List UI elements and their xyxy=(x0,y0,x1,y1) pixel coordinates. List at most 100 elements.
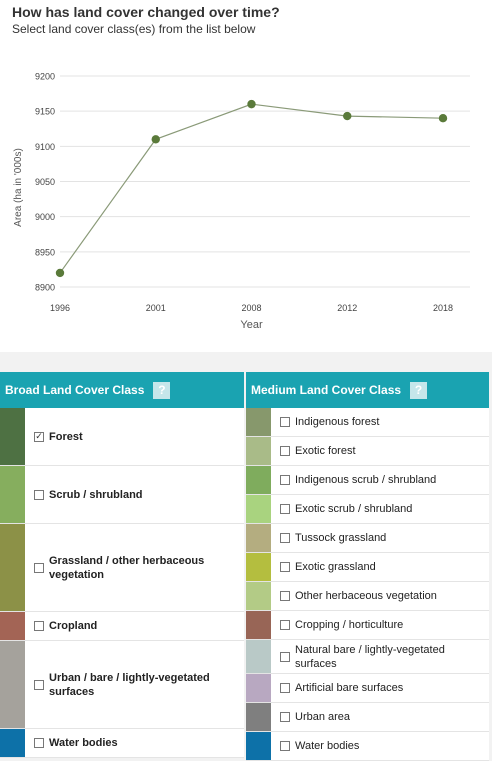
broad-class-header: Broad Land Cover Class ? xyxy=(0,372,244,408)
broad-cell: Urban / bare / lightly-vegetated surface… xyxy=(25,641,244,728)
medium-label: Exotic grassland xyxy=(295,561,376,573)
broad-color-swatch xyxy=(0,408,25,465)
medium-checkbox[interactable] xyxy=(280,475,290,485)
broad-row-cropland[interactable]: Cropland xyxy=(0,612,244,641)
broad-label: Scrub / shrubland xyxy=(49,488,143,501)
medium-row-artificial-bare-surfaces[interactable]: Artificial bare surfaces xyxy=(246,674,489,703)
y-tick-label: 9100 xyxy=(35,142,55,152)
broad-row-urban-bare-lightly-vegetated-surfaces[interactable]: Urban / bare / lightly-vegetated surface… xyxy=(0,641,244,729)
broad-row-grassland-other-herbaceous-vegetation[interactable]: Grassland / other herbaceous vegetation xyxy=(0,524,244,612)
medium-row-exotic-forest[interactable]: Exotic forest xyxy=(246,437,489,466)
broad-checkbox[interactable] xyxy=(34,738,44,748)
medium-checkbox[interactable] xyxy=(280,533,290,543)
broad-label: Cropland xyxy=(49,620,98,632)
medium-class-header-label: Medium Land Cover Class xyxy=(251,383,402,397)
broad-row-forest[interactable]: ✓ Forest xyxy=(0,408,244,466)
medium-checkbox[interactable] xyxy=(280,651,290,662)
medium-checkbox[interactable] xyxy=(280,683,290,693)
broad-checkbox[interactable] xyxy=(34,679,44,690)
data-point-2018 xyxy=(438,114,448,123)
broad-class-header-label: Broad Land Cover Class xyxy=(5,383,145,397)
medium-color-swatch xyxy=(246,582,271,610)
medium-row-indigenous-scrub-shrubland[interactable]: Indigenous scrub / shrubland xyxy=(246,466,489,495)
medium-checkbox[interactable] xyxy=(280,741,290,751)
medium-cell: Indigenous scrub / shrubland xyxy=(271,466,489,494)
broad-color-swatch xyxy=(0,729,25,757)
broad-row-scrub-shrubland[interactable]: Scrub / shrubland xyxy=(0,466,244,524)
medium-color-swatch xyxy=(246,408,271,436)
medium-color-swatch xyxy=(246,640,271,673)
y-axis-label: Area (ha in '000s) xyxy=(13,148,24,227)
broad-label: Urban / bare / lightly-vegetated surface… xyxy=(49,671,210,698)
medium-color-swatch xyxy=(246,674,271,702)
medium-cell: Exotic grassland xyxy=(271,553,489,581)
medium-label: Other herbaceous vegetation xyxy=(295,590,437,602)
broad-color-swatch xyxy=(0,524,25,611)
medium-row-indigenous-forest[interactable]: Indigenous forest xyxy=(246,408,489,437)
data-point-2001 xyxy=(151,135,160,144)
broad-row-water-bodies[interactable]: Water bodies xyxy=(0,729,244,758)
medium-class-column: Medium Land Cover Class ? Indigenous for… xyxy=(246,372,489,761)
medium-row-water-bodies[interactable]: Water bodies xyxy=(246,732,489,761)
y-tick-label: 9050 xyxy=(35,177,55,187)
broad-label: Forest xyxy=(49,430,83,443)
medium-cell: Urban area xyxy=(271,703,489,731)
medium-checkbox[interactable] xyxy=(280,562,290,572)
y-tick-label: 9150 xyxy=(35,107,55,117)
broad-color-swatch xyxy=(0,466,25,523)
broad-checkbox[interactable] xyxy=(34,562,44,573)
x-axis-label: Year xyxy=(240,319,263,331)
medium-cell: Indigenous forest xyxy=(271,408,489,436)
medium-checkbox[interactable] xyxy=(280,591,290,601)
y-tick-label: 9000 xyxy=(35,212,55,222)
medium-label: Exotic forest xyxy=(295,445,356,457)
medium-checkbox[interactable] xyxy=(280,712,290,722)
medium-color-swatch xyxy=(246,466,271,494)
medium-label: Natural bare / lightly-vegetated surface… xyxy=(295,643,445,670)
y-tick-label: 8950 xyxy=(35,247,55,257)
land-cover-class-selector: Broad Land Cover Class ? ✓ Forest Scrub / … xyxy=(0,372,492,761)
medium-row-cropping-horticulture[interactable]: Cropping / horticulture xyxy=(246,611,489,640)
medium-cell: Cropping / horticulture xyxy=(271,611,489,639)
medium-row-urban-area[interactable]: Urban area xyxy=(246,703,489,732)
medium-color-swatch xyxy=(246,732,271,760)
broad-color-swatch xyxy=(0,641,25,728)
medium-row-tussock-grassland[interactable]: Tussock grassland xyxy=(246,524,489,553)
medium-cell: Water bodies xyxy=(271,732,489,760)
medium-checkbox[interactable] xyxy=(280,504,290,514)
medium-checkbox[interactable] xyxy=(280,620,290,630)
medium-label: Artificial bare surfaces xyxy=(295,682,404,694)
broad-class-column: Broad Land Cover Class ? ✓ Forest Scrub / … xyxy=(0,372,244,758)
series-line xyxy=(59,103,444,274)
medium-cell: Natural bare / lightly-vegetated surface… xyxy=(271,640,489,673)
medium-cell: Exotic scrub / shrubland xyxy=(271,495,489,523)
medium-label: Tussock grassland xyxy=(295,532,387,544)
broad-cell: ✓ Forest xyxy=(25,408,244,465)
medium-checkbox[interactable] xyxy=(280,417,290,427)
x-tick-label: 2012 xyxy=(337,303,357,313)
x-tick-label: 2001 xyxy=(146,303,166,313)
medium-color-swatch xyxy=(246,524,271,552)
broad-cell: Water bodies xyxy=(25,729,244,757)
medium-cell: Exotic forest xyxy=(271,437,489,465)
broad-checkbox[interactable]: ✓ xyxy=(34,431,44,442)
medium-color-swatch xyxy=(246,553,271,581)
broad-checkbox[interactable] xyxy=(34,489,44,500)
medium-row-exotic-scrub-shrubland[interactable]: Exotic scrub / shrubland xyxy=(246,495,489,524)
broad-help-icon[interactable]: ? xyxy=(153,381,171,399)
broad-checkbox[interactable] xyxy=(34,621,44,631)
medium-color-swatch xyxy=(246,611,271,639)
medium-label: Indigenous scrub / shrubland xyxy=(295,474,437,486)
medium-label: Urban area xyxy=(295,711,351,723)
medium-row-exotic-grassland[interactable]: Exotic grassland xyxy=(246,553,489,582)
medium-help-icon[interactable]: ? xyxy=(410,381,428,399)
section-divider xyxy=(0,352,492,372)
medium-checkbox[interactable] xyxy=(280,446,290,456)
y-tick-label: 8900 xyxy=(35,283,55,293)
broad-label: Water bodies xyxy=(49,737,118,749)
medium-row-natural-bare-lightly-vegetated-surfaces[interactable]: Natural bare / lightly-vegetated surface… xyxy=(246,640,489,674)
medium-label: Exotic scrub / shrubland xyxy=(295,503,413,515)
chart-panel: How has land cover changed over time? Se… xyxy=(0,0,492,352)
medium-class-header: Medium Land Cover Class ? xyxy=(246,372,489,408)
medium-row-other-herbaceous-vegetation[interactable]: Other herbaceous vegetation xyxy=(246,582,489,611)
